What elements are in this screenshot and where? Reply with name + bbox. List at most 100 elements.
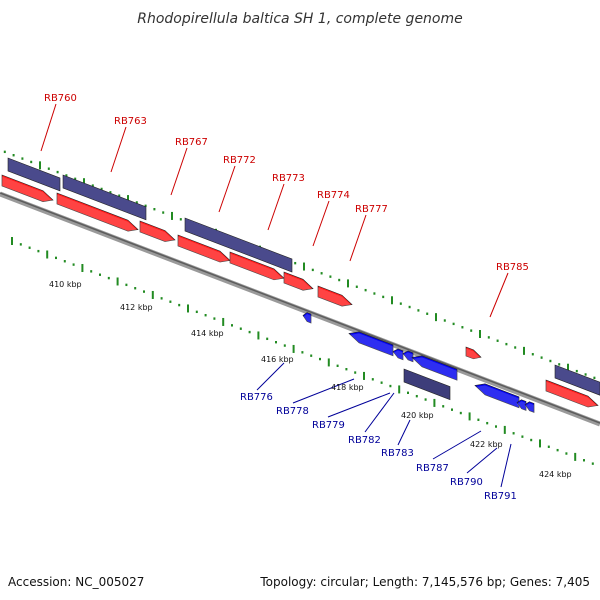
gene-label-rb772[interactable]: RB772 xyxy=(223,155,256,166)
genome-backbone xyxy=(0,191,600,427)
gene-rb782[interactable] xyxy=(402,350,414,364)
connector-bottom-6 xyxy=(466,447,498,474)
gene-rb772-highlight xyxy=(178,236,230,264)
gene-label-rb782[interactable]: RB782 xyxy=(348,435,381,446)
kbp-label-420: 420 kbp xyxy=(401,411,434,420)
gene-rb767-highlight xyxy=(140,222,175,244)
gene-label-rb776[interactable]: RB776 xyxy=(240,392,273,403)
gene-rb774-shape[interactable] xyxy=(283,271,314,291)
connector-bottom-2 xyxy=(327,392,391,418)
gene-label-rb777[interactable]: RB777 xyxy=(355,204,388,215)
gene-label-rb783[interactable]: RB783 xyxy=(381,448,414,459)
kbp-label-424: 424 kbp xyxy=(539,470,572,479)
gene-label-rb791[interactable]: RB791 xyxy=(484,491,517,502)
gene-label-rb785[interactable]: RB785 xyxy=(496,262,529,273)
gene-label-rb773[interactable]: RB773 xyxy=(272,173,305,184)
cds-box-rb785-next[interactable] xyxy=(554,364,600,396)
connector-bottom-5 xyxy=(432,430,482,460)
gene-rb785-shape[interactable] xyxy=(465,346,482,360)
gene-rb776-highlight xyxy=(303,314,311,325)
gene-rb773-highlight xyxy=(230,253,284,282)
gene-rb760[interactable] xyxy=(1,174,54,204)
cds-box-rb763[interactable] xyxy=(62,174,147,221)
gene-rb767[interactable] xyxy=(139,220,176,244)
gene-rb773[interactable] xyxy=(229,251,285,282)
kbp-label-412: 412 kbp xyxy=(120,303,153,312)
gene-rb783-shape[interactable] xyxy=(411,355,458,381)
gene-rb787-shape[interactable] xyxy=(474,383,520,409)
gene-rb772-shape[interactable] xyxy=(177,234,231,263)
kbp-label-414: 414 kbp xyxy=(191,329,224,338)
gene-rb776-shape[interactable] xyxy=(302,312,312,324)
gene-rb791-shape[interactable] xyxy=(524,401,535,413)
gene-label-rb778[interactable]: RB778 xyxy=(276,406,309,417)
kbp-label-418: 418 kbp xyxy=(331,383,364,392)
gene-label-rb790[interactable]: RB790 xyxy=(450,477,483,488)
gene-rb778[interactable] xyxy=(348,331,394,358)
gene-rb790-highlight xyxy=(517,401,526,412)
gene-label-rb787[interactable]: RB787 xyxy=(416,463,449,474)
gene-rb776[interactable] xyxy=(302,312,312,325)
gene-rb783-highlight xyxy=(412,357,457,382)
connector-top-6 xyxy=(349,214,367,262)
gene-rb777-shape[interactable] xyxy=(317,285,353,307)
gene-rb760-shape[interactable] xyxy=(1,174,54,203)
cds-box-rb783[interactable] xyxy=(403,368,451,401)
gene-rb782-highlight xyxy=(403,352,413,364)
gene-label-rb767[interactable]: RB767 xyxy=(175,137,208,148)
connector-top-7 xyxy=(489,272,509,318)
gene-rb779-shape[interactable] xyxy=(392,348,404,361)
connector-bottom-4 xyxy=(397,419,411,446)
gene-label-rb763[interactable]: RB763 xyxy=(114,116,147,127)
gene-rb767-shape[interactable] xyxy=(139,220,176,242)
gene-rb785-next[interactable] xyxy=(545,379,599,409)
gene-rb787[interactable] xyxy=(474,383,520,410)
gene-rb783[interactable] xyxy=(411,355,458,382)
connector-top-1 xyxy=(110,126,127,173)
connector-top-5 xyxy=(312,200,330,247)
cds-box-rb760[interactable] xyxy=(7,157,61,192)
genome-title: Rhodopirellula baltica SH 1, complete ge… xyxy=(137,11,463,27)
inner-tick-track xyxy=(11,237,594,465)
backbone-shadow xyxy=(0,192,600,424)
kbp-label-416: 416 kbp xyxy=(261,355,294,364)
gene-rb774-highlight xyxy=(284,273,313,292)
gene-label-rb779[interactable]: RB779 xyxy=(312,420,345,431)
connector-bottom-0 xyxy=(256,362,285,391)
connector-top-2 xyxy=(170,147,188,196)
gene-rb779[interactable] xyxy=(392,348,404,362)
gene-rb791[interactable] xyxy=(524,401,535,414)
gene-rb778-highlight xyxy=(349,333,393,358)
gene-rb777[interactable] xyxy=(317,285,353,308)
gene-rb790-shape[interactable] xyxy=(516,399,527,411)
gene-rb791-highlight xyxy=(525,403,534,414)
gene-rb763[interactable] xyxy=(56,192,139,233)
connector-bottom-7 xyxy=(500,443,512,488)
kbp-scale-labels: 410 kbp 412 kbp 414 kbp 416 kbp 418 kbp … xyxy=(49,280,572,479)
gene-rb763-highlight xyxy=(57,194,138,233)
connector-bottom-3 xyxy=(364,392,395,433)
cds-box-rb772[interactable] xyxy=(184,217,293,273)
connector-top-3 xyxy=(218,165,236,213)
gene-rb763-shape[interactable] xyxy=(56,192,139,232)
gene-rb790[interactable] xyxy=(516,399,527,412)
gene-rb778-shape[interactable] xyxy=(348,331,394,357)
genome-summary-text: Topology: circular; Length: 7,145,576 bp… xyxy=(259,575,590,589)
gene-rb787-highlight xyxy=(475,385,519,410)
kbp-label-410: 410 kbp xyxy=(49,280,82,289)
gene-rb779-highlight xyxy=(393,350,403,362)
top-gene-labels: RB760 RB763 RB767 RB772 RB773 RB774 RB77… xyxy=(44,93,529,273)
gene-rb782-shape[interactable] xyxy=(402,350,414,363)
gene-label-rb774[interactable]: RB774 xyxy=(317,190,350,201)
gene-label-rb760[interactable]: RB760 xyxy=(44,93,77,104)
kbp-label-422: 422 kbp xyxy=(470,440,503,449)
gene-rb785[interactable] xyxy=(465,346,482,361)
connector-top-4 xyxy=(267,183,285,231)
gene-rb777-highlight xyxy=(318,287,352,308)
gene-rb774[interactable] xyxy=(283,271,314,292)
gene-rb785-next-shape[interactable] xyxy=(545,379,599,408)
gene-rb773-shape[interactable] xyxy=(229,251,285,281)
gene-rb772[interactable] xyxy=(177,234,231,264)
bottom-gene-labels: RB776 RB778 RB779 RB782 RB783 RB787 RB79… xyxy=(240,392,517,502)
